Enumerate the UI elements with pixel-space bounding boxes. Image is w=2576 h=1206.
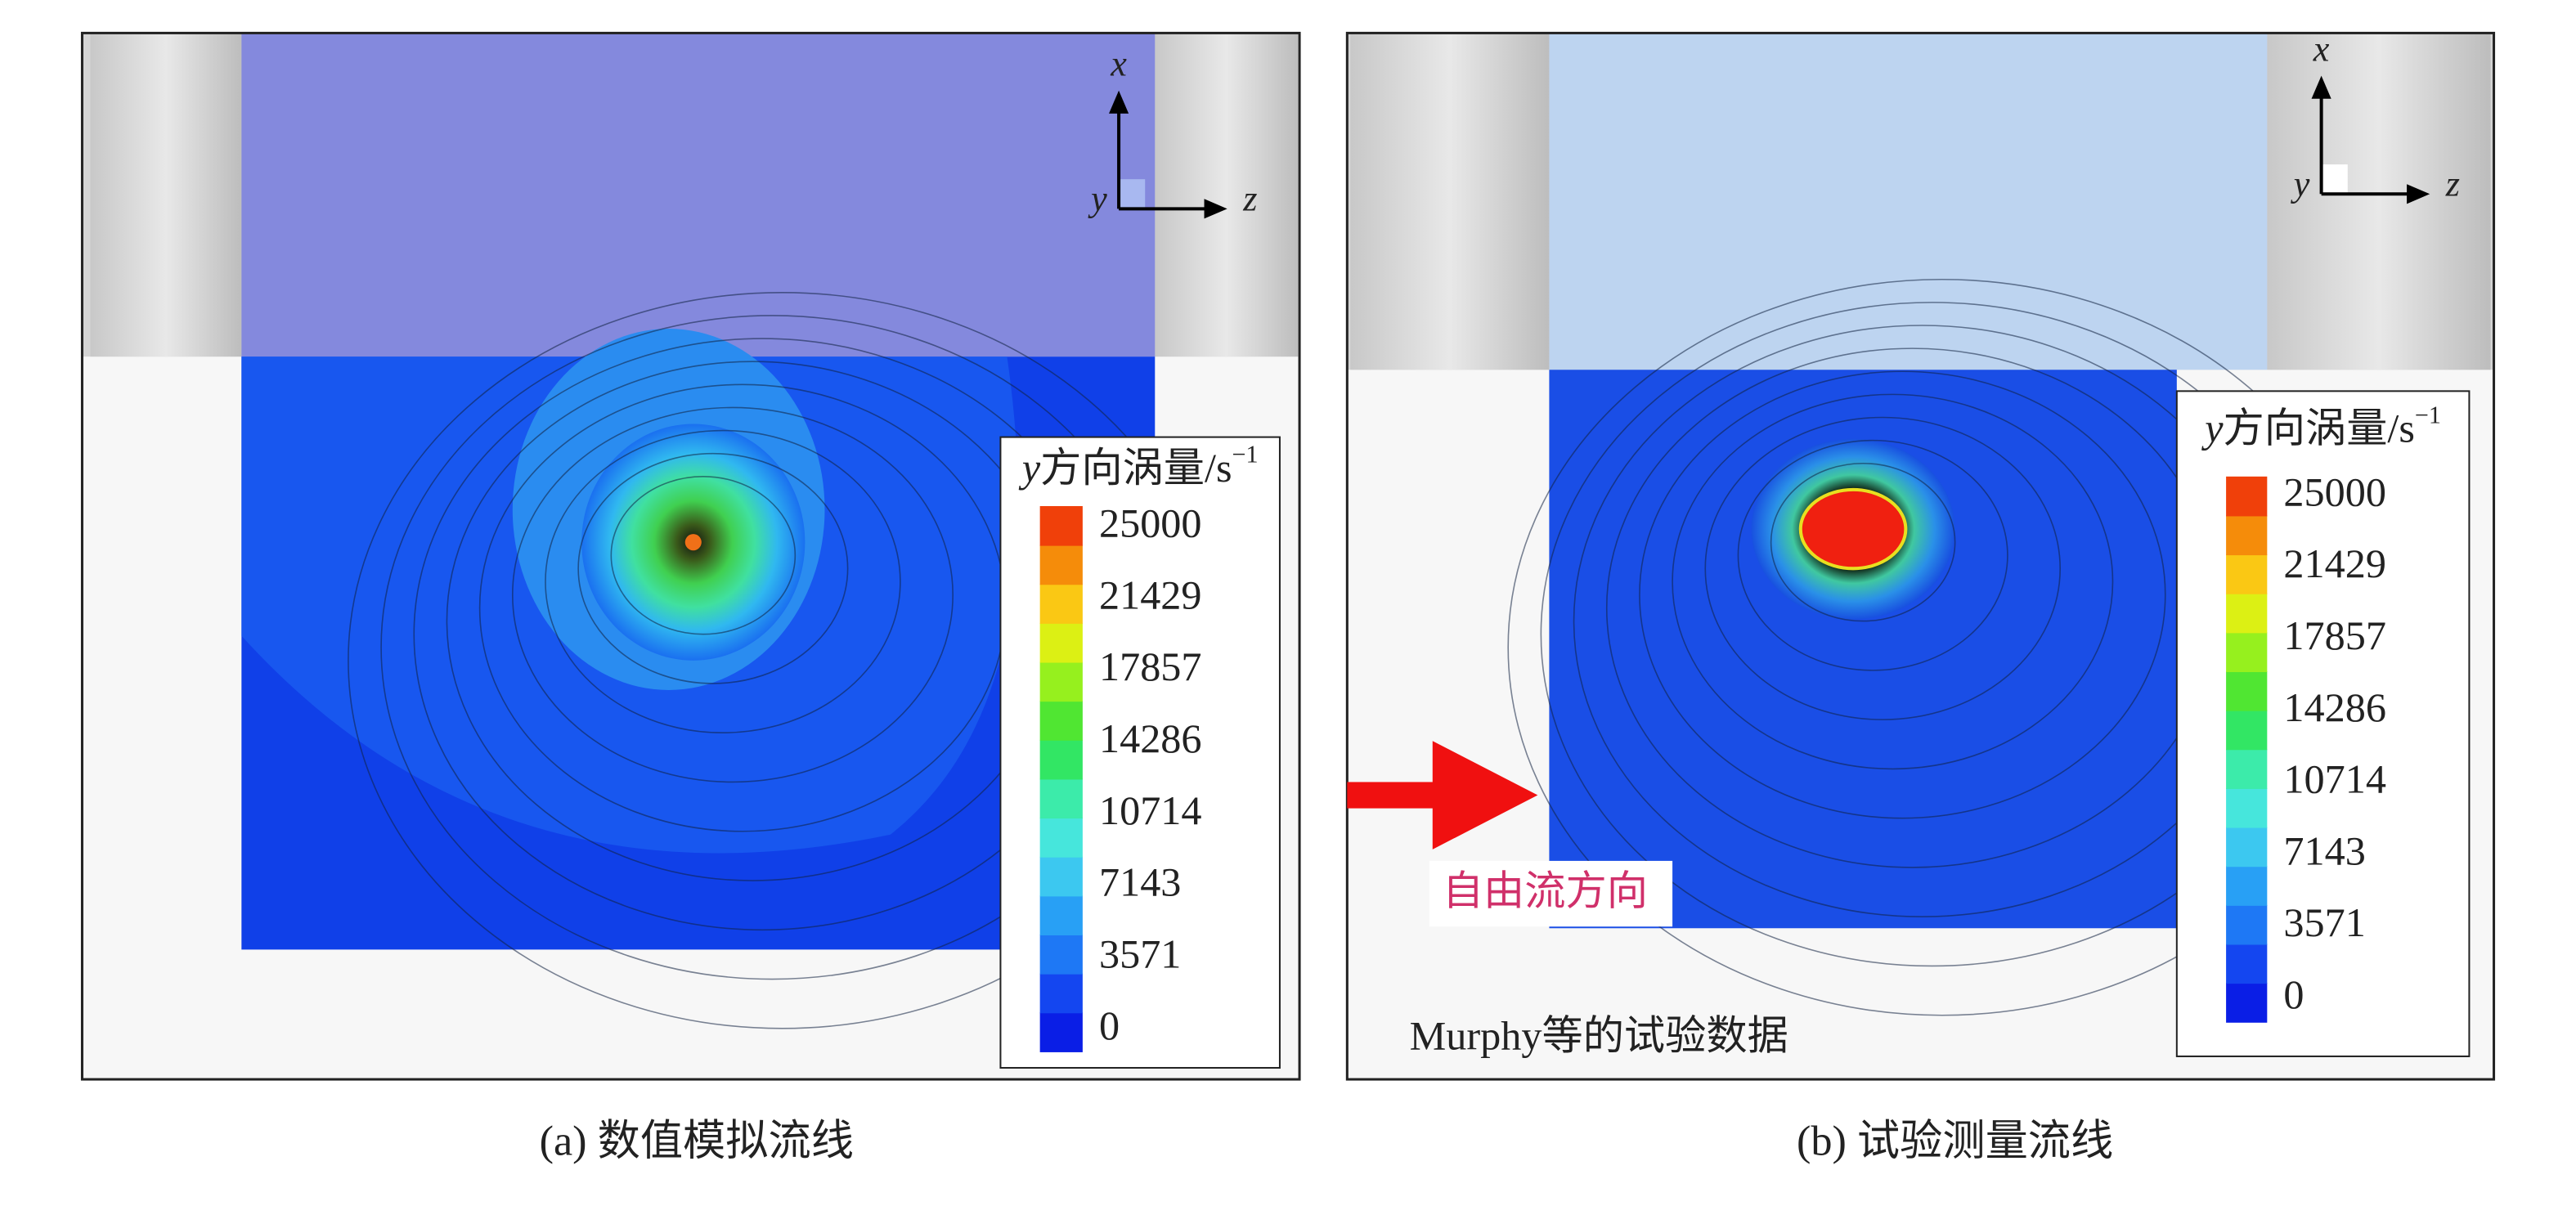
- flow-arrow-head: [1432, 741, 1538, 850]
- annotation-background: [1429, 860, 1673, 927]
- origin-marker: [1119, 179, 1146, 209]
- colorbar-label: 7143: [1099, 859, 1181, 905]
- z-arrow-head: [1204, 199, 1227, 219]
- colorbar-label: 10714: [2283, 756, 2386, 802]
- colorbar-band: [2226, 944, 2268, 984]
- colorbar-label: 25000: [1099, 500, 1202, 546]
- z-arrow-head: [2407, 184, 2430, 204]
- left-cylinder: [1350, 33, 1550, 370]
- colorbar-band: [2226, 983, 2268, 1023]
- right-cylinder: [1155, 33, 1299, 357]
- panel-caption: (b) 试验测量流线: [1797, 1117, 2113, 1164]
- vortex-center: [684, 534, 702, 551]
- panel-frame: [1345, 31, 2496, 1081]
- panel-caption: (a) 数值模拟流线: [540, 1117, 854, 1164]
- vortex-center: [1798, 487, 1908, 571]
- colorbar-band: [1039, 935, 1083, 975]
- colorbar-band: [2226, 476, 2268, 517]
- colorbar-label: 25000: [2283, 469, 2386, 514]
- left-cylinder: [90, 33, 242, 357]
- colorbar-band: [1039, 856, 1083, 897]
- colorbar-label: 3571: [1099, 930, 1181, 976]
- colorbar-label: 0: [2283, 971, 2304, 1017]
- colorbar-band: [2226, 515, 2268, 556]
- colorbar-band: [2226, 749, 2268, 789]
- axis-label-z: z: [1242, 178, 1257, 218]
- legend-title-superscript: −1: [1232, 441, 1259, 469]
- legend-title-text: 方向涡量/s: [2224, 405, 2415, 451]
- colorbar-band: [1039, 778, 1083, 819]
- colorbar-label: 3571: [2283, 899, 2365, 945]
- streamline: [610, 476, 797, 635]
- colorbar-label: 21429: [1099, 572, 1202, 617]
- colorbar-label: 14286: [1099, 715, 1202, 761]
- flow-direction-label: 自由流方向: [1443, 868, 1648, 914]
- colorbar-band: [2226, 593, 2268, 634]
- streamline: [545, 429, 901, 734]
- colorbar-label: 14286: [2283, 684, 2386, 730]
- legend-title-superscript: −1: [2415, 401, 2441, 428]
- legend-title-text: 方向涡量/s: [1040, 444, 1232, 490]
- colorbar-band: [2226, 671, 2268, 711]
- colorbar-band: [1039, 545, 1083, 585]
- colorbar-band: [1039, 973, 1083, 1014]
- axis-label-z: z: [2445, 164, 2460, 204]
- colorbar-band: [2226, 632, 2268, 673]
- x-arrow-head: [2311, 75, 2331, 99]
- top-field: [241, 33, 1156, 357]
- colorbar-label: 21429: [2283, 540, 2386, 586]
- streamline: [511, 406, 954, 783]
- axis-label-x: x: [1110, 44, 1127, 84]
- axis-label-x: x: [2313, 29, 2330, 69]
- streamline: [1737, 439, 2008, 671]
- colorbar-band: [1039, 701, 1083, 741]
- streamline: [577, 452, 849, 684]
- colorbar-label: 10714: [1099, 787, 1202, 833]
- colorbar-band: [1039, 584, 1083, 624]
- legend-box: [2175, 390, 2471, 1057]
- colorbar-label: 0: [1099, 1002, 1120, 1048]
- colorbar-band: [2226, 787, 2268, 828]
- right-cylinder: [2267, 33, 2491, 370]
- x-arrow-head: [1109, 90, 1129, 114]
- colorbar-band: [1039, 739, 1083, 780]
- colorbar-band: [1039, 622, 1083, 663]
- colorbar-band: [1039, 1012, 1083, 1052]
- colorbar-band: [1039, 661, 1083, 702]
- axis-label-y: y: [1088, 178, 1107, 218]
- colorbar-label: 17857: [1099, 643, 1202, 689]
- streamline: [1639, 370, 2166, 819]
- colorbar-label: 17857: [2283, 612, 2386, 658]
- panel-frame: [80, 31, 1301, 1081]
- colorbar-band: [2226, 554, 2268, 594]
- colorbar-band: [2226, 904, 2268, 945]
- legend-title-variable: y: [2201, 405, 2224, 451]
- legend-title-variable: y: [1018, 444, 1041, 490]
- colorbar-band: [2226, 866, 2268, 906]
- origin-marker: [2321, 164, 2348, 195]
- colorbar-band: [1039, 818, 1083, 858]
- data-source-note: Murphy等的试验数据: [1410, 1012, 1788, 1058]
- streamline: [1704, 416, 2062, 720]
- streamline: [1770, 462, 1956, 622]
- streamline: [1672, 393, 2114, 770]
- colorbar-band: [1039, 895, 1083, 936]
- colorbar-label: 7143: [2283, 827, 2365, 873]
- axis-label-y: y: [2291, 164, 2310, 204]
- top-field: [1549, 33, 2268, 370]
- colorbar-band: [1039, 505, 1083, 546]
- flow-arrow-shaft: [1347, 782, 1446, 809]
- colorbar-band: [2226, 710, 2268, 751]
- legend-title: y方向涡量/s−1: [2201, 401, 2441, 451]
- colorbar-band: [2226, 827, 2268, 868]
- legend-title: y方向涡量/s−1: [1018, 441, 1259, 491]
